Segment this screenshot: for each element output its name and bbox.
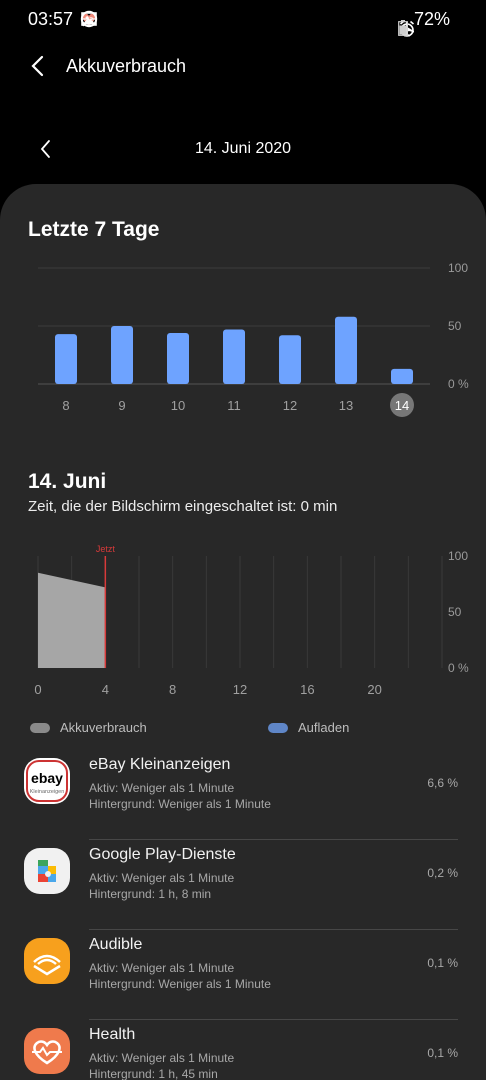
day-x-tick: 20 (367, 682, 381, 697)
week-bar (335, 316, 357, 384)
app-usage-percent: 0,1 % (427, 956, 458, 970)
day-x-tick: 8 (169, 682, 176, 697)
week-bar (279, 335, 301, 384)
page-title: Akkuverbrauch (66, 56, 187, 76)
day-y-tick: 0 % (448, 661, 469, 675)
legend-charging-label: Aufladen (298, 720, 350, 735)
list-item[interactable]: Audible Aktiv: Weniger als 1 Minute Hint… (0, 930, 486, 1020)
status-bar: 03:57 72 72% (0, 0, 486, 40)
list-item[interactable]: Health Aktiv: Weniger als 1 Minute Hinte… (0, 1020, 486, 1080)
legend-charging: Aufladen (268, 720, 349, 735)
notification-icons: 72 (80, 10, 194, 28)
chart-legend: Akkuverbrauch Aufladen (0, 720, 486, 740)
legend-usage: Akkuverbrauch (30, 720, 147, 735)
week-x-tick: 12 (283, 398, 297, 413)
week-bar (391, 368, 413, 384)
app-active-time: Aktiv: Weniger als 1 Minute (89, 871, 235, 885)
previous-day-button[interactable] (36, 138, 56, 160)
health-icon (24, 1028, 70, 1074)
day-x-tick: 16 (300, 682, 314, 697)
week-bar-chart[interactable]: 100 50 0 % 8 9 10 11 12 13 14 (0, 254, 486, 494)
week-y-tick: 0 % (448, 377, 469, 391)
chevron-left-icon (40, 140, 50, 158)
app-bar: Akkuverbrauch (0, 44, 486, 90)
battery-percent: 72% (413, 9, 450, 29)
svg-text:72: 72 (85, 15, 93, 24)
ebay-logo-subtext: Kleinanzeigen (30, 789, 65, 795)
day-y-tick: 50 (448, 605, 462, 619)
back-button[interactable] (26, 54, 50, 78)
legend-usage-label: Akkuverbrauch (60, 720, 147, 735)
week-x-tick: 13 (339, 398, 353, 413)
app-name: eBay Kleinanzeigen (89, 756, 231, 773)
week-bar (223, 329, 245, 384)
status-right: 72% (398, 9, 458, 37)
status-time: 03:57 (28, 9, 74, 29)
day-x-tick: 12 (233, 682, 247, 697)
week-x-tick: 8 (62, 398, 69, 413)
app-active-time: Aktiv: Weniger als 1 Minute (89, 781, 235, 795)
week-y-tick: 100 (448, 261, 468, 275)
day-x-tick: 4 (102, 682, 109, 697)
legend-usage-swatch (30, 722, 50, 733)
app-active-time: Aktiv: Weniger als 1 Minute (89, 961, 235, 975)
week-x-tick: 14 (395, 398, 409, 413)
app-background-time: Hintergrund: Weniger als 1 Minute (89, 977, 271, 991)
app-background-time: Hintergrund: Weniger als 1 Minute (89, 797, 271, 811)
day-area-chart[interactable]: Jetzt 100 50 0 % 0 4 8 12 16 20 (0, 534, 486, 704)
week-bar (111, 326, 133, 384)
day-title: 14. Juni (28, 470, 107, 493)
current-date: 14. Juni 2020 (194, 140, 292, 157)
app-usage-percent: 6,6 % (427, 776, 458, 790)
ebay-kleinanzeigen-icon: ebay Kleinanzeigen (24, 758, 70, 804)
list-item[interactable]: ebay Kleinanzeigen eBay Kleinanzeigen Ak… (0, 750, 486, 840)
day-x-tick: 0 (34, 682, 41, 697)
divider (89, 1019, 458, 1020)
app-usage-percent: 0,1 % (427, 1046, 458, 1060)
app-active-time: Aktiv: Weniger als 1 Minute (89, 1051, 235, 1065)
app-usage-percent: 0,2 % (427, 866, 458, 880)
ebay-logo-text: ebay (31, 770, 63, 786)
week-y-tick: 50 (448, 319, 462, 333)
battery-level-area (38, 572, 106, 668)
week-bar (55, 334, 77, 384)
screen-on-time: Zeit, die der Bildschirm eingeschaltet i… (28, 498, 338, 515)
google-play-services-icon (24, 848, 70, 894)
week-bar (167, 332, 189, 384)
week-x-tick: 9 (118, 398, 125, 413)
list-item[interactable]: Google Play-Dienste Aktiv: Weniger als 1… (0, 840, 486, 930)
image-icon (81, 10, 194, 28)
audible-icon (24, 938, 70, 984)
heart-rate-icon (82, 10, 122, 28)
app-name: Audible (89, 936, 143, 953)
selected-day-marker (390, 393, 414, 417)
app-usage-list: ebay Kleinanzeigen eBay Kleinanzeigen Ak… (0, 750, 486, 1080)
whatsapp-icon (81, 10, 146, 28)
week-x-tick: 10 (171, 398, 185, 413)
divider (89, 839, 458, 840)
now-label: Jetzt (96, 544, 116, 554)
date-navigator: 14. Juni 2020 (0, 130, 486, 170)
counter-badge-icon: 72 (80, 10, 170, 28)
app-name: Google Play-Dienste (89, 846, 236, 863)
back-arrow-icon (31, 55, 44, 77)
app-background-time: Hintergrund: 1 h, 45 min (89, 1067, 218, 1080)
week-title: Letzte 7 Tage (28, 218, 160, 241)
legend-charging-swatch (268, 722, 288, 733)
app-name: Health (89, 1026, 136, 1043)
week-x-tick: 11 (227, 398, 241, 413)
battery-card: Letzte 7 Tage 100 50 0 % 8 9 10 11 12 13 14 14. J… (0, 184, 486, 1080)
day-y-tick: 100 (448, 549, 468, 563)
divider (89, 929, 458, 930)
app-background-time: Hintergrund: 1 h, 8 min (89, 887, 212, 901)
